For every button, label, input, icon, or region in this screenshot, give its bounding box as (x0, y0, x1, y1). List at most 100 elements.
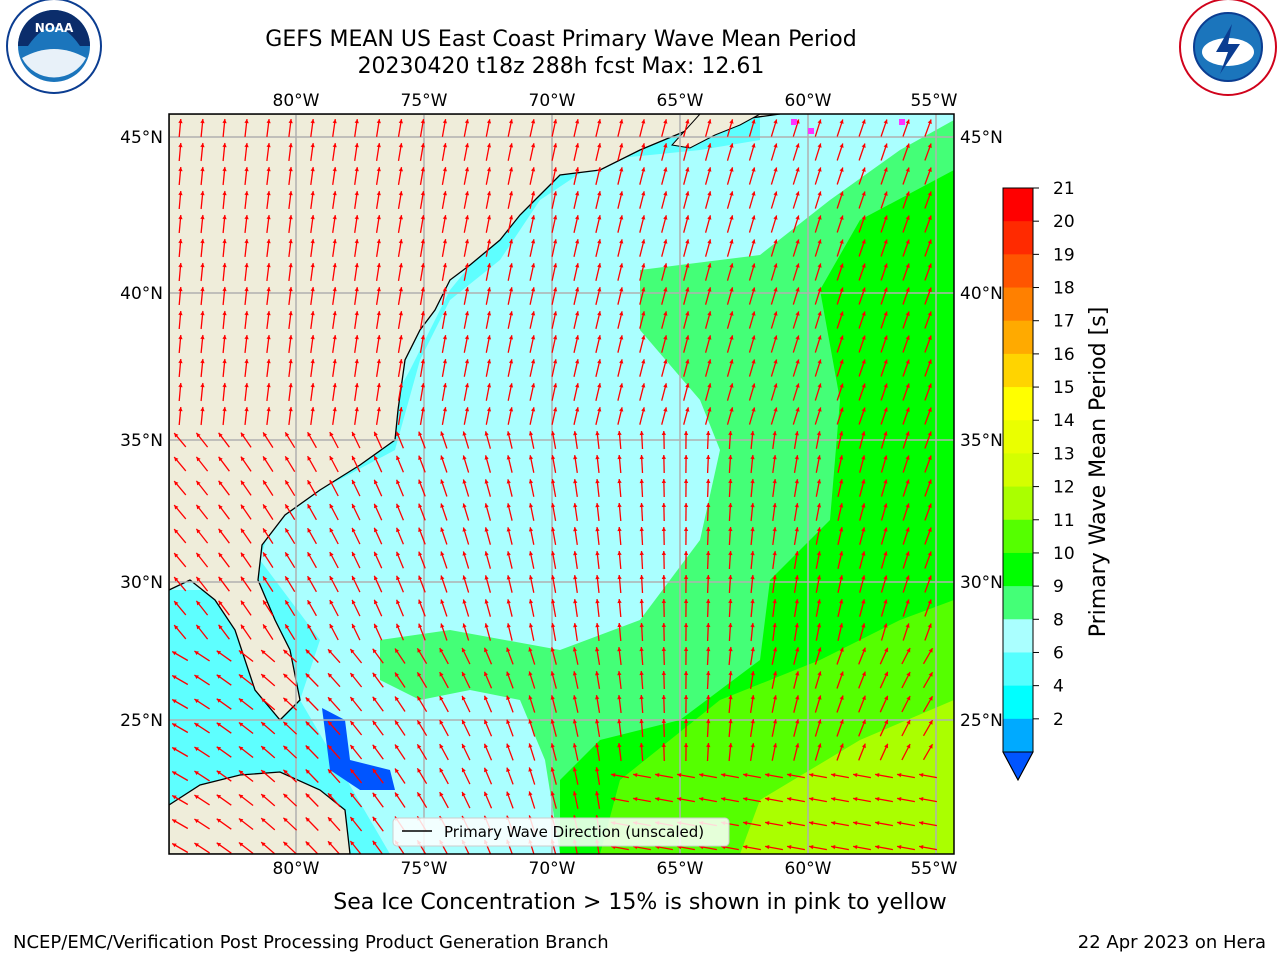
wave-direction-arrow (375, 214, 381, 234)
wave-direction-arrow (880, 359, 888, 377)
wave-direction-arrow (786, 773, 806, 779)
wave-direction-arrow (463, 167, 470, 185)
wave-direction-arrow (194, 722, 210, 734)
wave-direction-arrow (218, 480, 230, 496)
wave-direction-arrow (551, 502, 557, 522)
wave-direction-arrow (902, 599, 910, 617)
wave-direction-arrow (528, 455, 535, 473)
wave-direction-arrow (461, 791, 471, 809)
wave-direction-arrow (529, 143, 536, 161)
wave-direction-arrow (924, 215, 932, 233)
wave-direction-arrow (307, 431, 317, 449)
wave-direction-arrow (463, 335, 470, 353)
wave-direction-arrow (305, 697, 319, 711)
wave-direction-arrow (305, 841, 319, 854)
wave-direction-arrow (506, 743, 514, 761)
wave-direction-arrow (573, 431, 578, 449)
wave-direction-arrow (178, 238, 183, 258)
wave-direction-arrow (354, 263, 359, 281)
wave-direction-arrow (814, 119, 822, 137)
wave-direction-arrow (260, 649, 276, 663)
wave-direction-arrow (195, 624, 209, 640)
wave-direction-arrow (372, 792, 384, 808)
wave-direction-arrow (200, 262, 205, 282)
wave-direction-arrow (874, 797, 894, 803)
wave-direction-arrow (726, 119, 734, 137)
wave-direction-arrow (617, 671, 622, 689)
wave-direction-arrow (902, 143, 910, 161)
wave-direction-arrow (814, 719, 822, 737)
wave-direction-arrow (462, 599, 470, 617)
wave-direction-arrow (506, 551, 513, 569)
wave-direction-arrow (351, 599, 361, 617)
wave-direction-arrow (786, 845, 806, 851)
wave-direction-arrow (749, 694, 755, 714)
map-gridlines (169, 114, 954, 854)
wave-direction-arrow (836, 311, 844, 329)
wave-direction-arrow (728, 478, 733, 498)
wave-direction-arrow (742, 797, 762, 803)
wave-direction-arrow (485, 359, 492, 377)
wave-direction-arrow (282, 649, 298, 663)
wave-direction-arrow (728, 574, 733, 594)
wave-direction-arrow (814, 335, 822, 353)
wave-direction-arrow (354, 119, 359, 137)
wave-direction-arrow (238, 769, 254, 783)
wave-direction-arrow (222, 334, 227, 354)
wave-direction-arrow (375, 310, 381, 330)
wave-direction-arrow (332, 119, 337, 137)
wave-direction-arrow (329, 431, 339, 449)
wave-direction-arrow (683, 622, 689, 642)
wave-direction-arrow (419, 262, 425, 282)
colorbar-segment (1003, 519, 1033, 554)
wave-direction-arrow (528, 575, 535, 593)
wave-direction-arrow (288, 335, 293, 353)
wave-direction-arrow (814, 359, 822, 377)
wave-direction-arrow (573, 287, 580, 305)
wave-direction-arrow (485, 119, 492, 137)
wave-direction-arrow (485, 239, 492, 257)
wave-direction-arrow (573, 599, 578, 617)
wave-direction-arrow (836, 167, 844, 185)
wave-direction-arrow (704, 167, 712, 185)
wave-direction-arrow (770, 191, 778, 209)
wave-direction-arrow (419, 238, 425, 258)
wave-direction-arrow (814, 143, 822, 161)
colorbar-tick-label: 21 (1053, 179, 1075, 199)
wave-direction-arrow (244, 167, 249, 185)
wave-direction-arrow (262, 552, 274, 568)
wave-direction-arrow (528, 479, 535, 497)
lat-tick-left: 45°N (120, 128, 163, 148)
wave-direction-arrow (238, 793, 254, 807)
wave-direction-arrow (439, 695, 449, 713)
wave-direction-arrow (395, 527, 405, 545)
wave-direction-arrow (373, 503, 383, 521)
wave-direction-arrow (440, 455, 448, 473)
wave-direction-arrow (902, 311, 910, 329)
wave-direction-arrow (171, 722, 189, 734)
wave-direction-arrow (770, 407, 778, 425)
wave-direction-arrow (901, 719, 911, 737)
wave-direction-arrow (506, 455, 513, 473)
wave-direction-arrow (375, 286, 381, 306)
wave-direction-arrow (683, 670, 689, 690)
wave-direction-arrow (397, 382, 403, 402)
wave-direction-arrow (595, 455, 600, 473)
wave-direction-arrow (266, 119, 271, 137)
wave-direction-arrow (924, 503, 932, 521)
wave-direction-arrow (282, 841, 298, 854)
wave-direction-arrow (195, 456, 209, 472)
wave-direction-arrow (654, 773, 674, 779)
wave-direction-arrow (305, 817, 319, 831)
wave-direction-arrow (194, 698, 210, 710)
wave-direction-arrow (704, 263, 712, 281)
wave-direction-arrow (728, 694, 733, 714)
wave-direction-arrow (373, 599, 383, 617)
wave-direction-arrow (814, 743, 822, 761)
wave-direction-arrow (749, 742, 755, 762)
wave-direction-arrow (351, 575, 361, 593)
wave-direction-arrow (683, 311, 690, 329)
wave-direction-arrow (550, 671, 557, 689)
wave-direction-arrow (483, 767, 493, 785)
wave-direction-arrow (748, 215, 756, 233)
